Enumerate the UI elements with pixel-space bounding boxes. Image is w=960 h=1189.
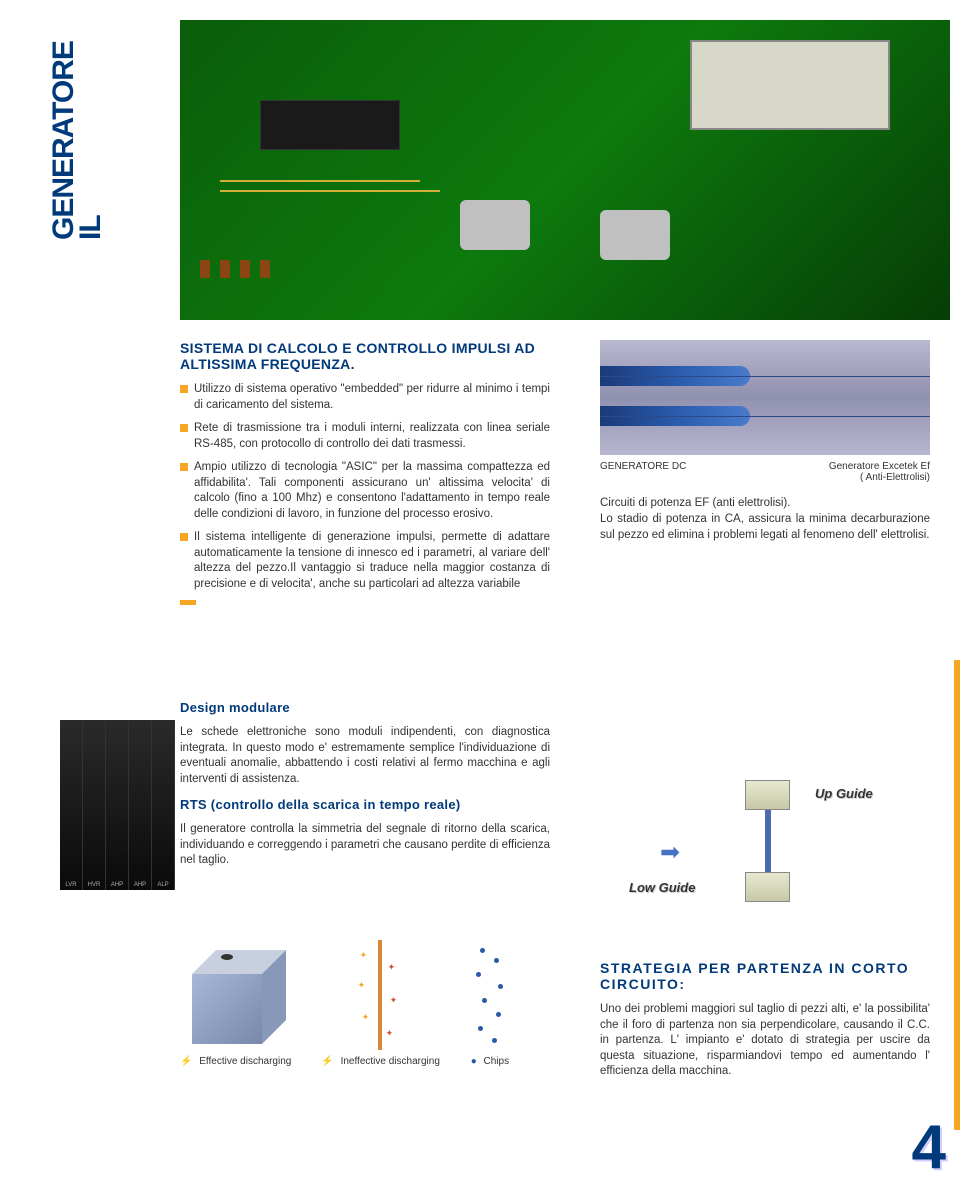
section-divider-icon xyxy=(180,600,196,605)
section2-title: Design modulare xyxy=(180,700,550,715)
pcb-hero-image xyxy=(180,20,950,320)
module-card: AHP xyxy=(106,720,129,890)
right-body-text: Circuiti di potenza EF (anti elettrolisi… xyxy=(600,495,930,543)
up-guide-label: Up Guide xyxy=(815,786,873,801)
low-guide-block-icon xyxy=(745,872,790,902)
page-number: 4 xyxy=(912,1112,946,1183)
module-label: HVR xyxy=(83,882,105,888)
square-bullet-icon xyxy=(180,533,188,541)
pcb-component-icon xyxy=(220,260,230,278)
module-label: AHP xyxy=(106,882,128,888)
cube-icon xyxy=(186,950,286,1050)
pcb-trace-icon xyxy=(220,190,440,192)
effective-label: Effective discharging xyxy=(199,1056,291,1067)
pcb-module-icon xyxy=(690,40,890,130)
square-bullet-icon xyxy=(180,385,188,393)
vertical-title-line2: GENERATORE xyxy=(50,41,77,240)
chips-figure: ● Chips xyxy=(470,940,510,1067)
bullet-item: Utilizzo di sistema operativo "embedded"… xyxy=(180,382,550,413)
low-guide-label: Low Guide xyxy=(629,880,695,895)
pcb-component-icon xyxy=(240,260,250,278)
waveform-label-right: Generatore Excetek Ef ( Anti-Elettrolisi… xyxy=(829,461,930,483)
sparks-icon: ✦ ✦ ✦ ✦ ✦ ✦ xyxy=(356,940,406,1050)
pcb-trace-icon xyxy=(220,180,420,182)
dot-icon: ● xyxy=(471,1056,477,1067)
bullet-text: Ampio utilizzo di tecnologia "ASIC" per … xyxy=(194,460,550,522)
square-bullet-icon xyxy=(180,424,188,432)
discharge-figures: ⚡ Effective discharging ✦ ✦ ✦ ✦ ✦ ✦ ⚡ In… xyxy=(180,940,560,1067)
lightning-icon: ⚡ xyxy=(180,1056,192,1067)
guide-diagram-container: Up Guide Low Guide ➡ xyxy=(600,780,930,910)
section-title: SISTEMA DI CALCOLO E CONTROLLO IMPULSI A… xyxy=(180,340,550,372)
up-guide-block-icon xyxy=(745,780,790,810)
right-column: GENERATORE DC Generatore Excetek Ef ( An… xyxy=(600,340,930,543)
effective-discharge-figure: ⚡ Effective discharging xyxy=(180,950,291,1067)
vertical-title-line1: IL xyxy=(77,41,104,240)
rts-body: Il generatore controlla la simmetria del… xyxy=(180,822,550,869)
waveform-labels: GENERATORE DC Generatore Excetek Ef ( An… xyxy=(600,461,930,483)
discharge-label: ⚡ Effective discharging xyxy=(180,1056,291,1067)
section-design-modulare: Design modulare Le schede elettroniche s… xyxy=(180,700,550,877)
module-label: LVR xyxy=(60,882,82,888)
chips-label: Chips xyxy=(484,1056,510,1067)
pcb-component-icon xyxy=(260,260,270,278)
rts-title: RTS (controllo della scarica in tempo re… xyxy=(180,797,550,812)
discharge-label: ⚡ Ineffective discharging xyxy=(321,1056,440,1067)
section3-body: Uno dei problemi maggiori sul taglio di … xyxy=(600,1002,930,1080)
pcb-chip-icon xyxy=(260,100,400,150)
waveform-diagram xyxy=(600,340,930,455)
pcb-connector-icon xyxy=(600,210,670,260)
bullet-text: Utilizzo di sistema operativo "embedded"… xyxy=(194,382,550,413)
modules-photo: LVR HVR AHP AHP ALP xyxy=(60,720,175,890)
module-card: ALP xyxy=(152,720,175,890)
bullet-text: Il sistema intelligente di generazione i… xyxy=(194,530,550,592)
bullet-item: Il sistema intelligente di generazione i… xyxy=(180,530,550,592)
ineffective-discharge-figure: ✦ ✦ ✦ ✦ ✦ ✦ ⚡ Ineffective discharging xyxy=(321,940,440,1067)
pcb-component-icon xyxy=(200,260,210,278)
section2-body: Le schede elettroniche sono moduli indip… xyxy=(180,725,550,787)
module-label: AHP xyxy=(129,882,151,888)
module-label: ALP xyxy=(152,882,174,888)
module-card: LVR xyxy=(60,720,83,890)
waveform-label-right-2: ( Anti-Elettrolisi) xyxy=(860,472,930,483)
left-column: SISTEMA DI CALCOLO E CONTROLLO IMPULSI A… xyxy=(180,340,550,605)
chips-icon xyxy=(470,940,510,1050)
module-card: HVR xyxy=(83,720,106,890)
pcb-connector-icon xyxy=(460,200,530,250)
lightning-icon: ⚡ xyxy=(321,1056,333,1067)
bullet-item: Rete di trasmissione tra i moduli intern… xyxy=(180,421,550,452)
square-bullet-icon xyxy=(180,463,188,471)
module-card: AHP xyxy=(129,720,152,890)
section3-title: STRATEGIA PER PARTENZA IN CORTO CIRCUITO… xyxy=(600,960,930,992)
section-short-circuit: STRATEGIA PER PARTENZA IN CORTO CIRCUITO… xyxy=(600,960,930,1088)
arrow-right-icon: ➡ xyxy=(660,838,680,867)
waveform-label-left: GENERATORE DC xyxy=(600,461,686,483)
waveform-baseline-icon xyxy=(600,376,930,377)
bullet-text: Rete di trasmissione tra i moduli intern… xyxy=(194,421,550,452)
discharge-label: ● Chips xyxy=(471,1056,509,1067)
guide-diagram: Up Guide Low Guide ➡ xyxy=(615,780,915,910)
bullet-item: Ampio utilizzo di tecnologia "ASIC" per … xyxy=(180,460,550,522)
waveform-label-right-1: Generatore Excetek Ef xyxy=(829,461,930,472)
guide-wire-icon xyxy=(765,810,771,872)
vertical-page-title: GENERATORE IL xyxy=(50,41,104,240)
side-accent-bar xyxy=(954,660,960,1130)
ineffective-label: Ineffective discharging xyxy=(341,1056,440,1067)
waveform-baseline-icon xyxy=(600,416,930,417)
